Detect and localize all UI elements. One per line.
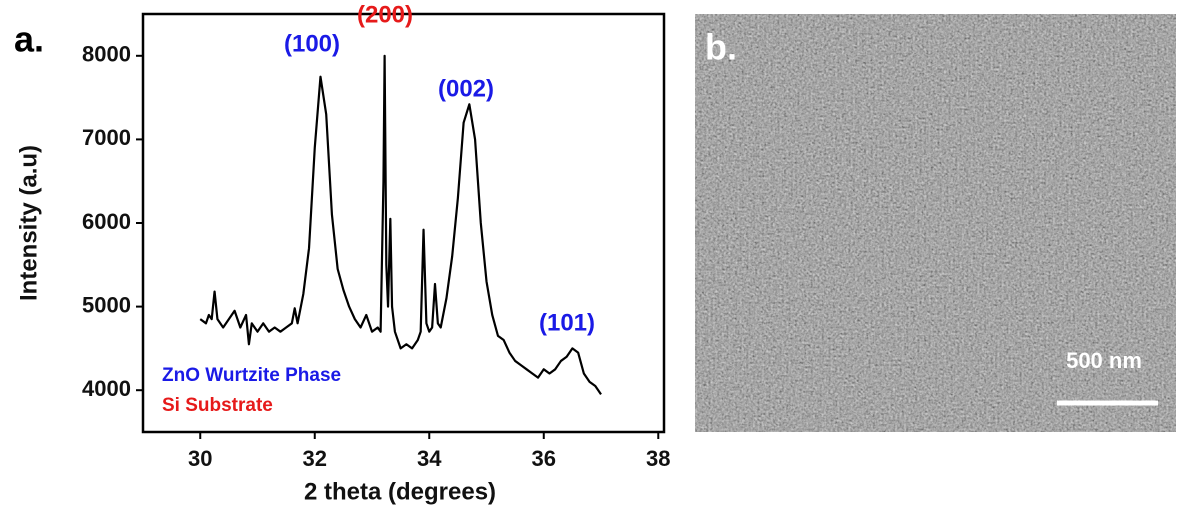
scale-bar-label: 500 nm bbox=[1066, 348, 1142, 373]
y-axis-label: Intensity (a.u) bbox=[15, 145, 42, 301]
y-tick-label: 6000 bbox=[82, 209, 131, 234]
x-tick-label: 32 bbox=[303, 446, 327, 471]
plot-frame bbox=[141, 12, 666, 434]
x-tick-label: 38 bbox=[646, 446, 670, 471]
panel-label: b. bbox=[705, 27, 737, 68]
x-tick-label: 34 bbox=[417, 446, 442, 471]
peak-label: (101) bbox=[539, 309, 595, 336]
x-tick-label: 36 bbox=[532, 446, 556, 471]
legend-entry: Si Substrate bbox=[162, 395, 273, 416]
xrd-line bbox=[199, 54, 602, 396]
peak-label: (002) bbox=[438, 75, 494, 102]
y-tick-label: 8000 bbox=[82, 42, 131, 67]
y-tick-label: 4000 bbox=[82, 376, 131, 401]
panel-label: a. bbox=[14, 19, 44, 60]
peak-label: (200) bbox=[357, 1, 413, 28]
y-tick-label: 5000 bbox=[82, 292, 131, 317]
y-tick-label: 7000 bbox=[82, 125, 131, 150]
sem-image bbox=[695, 14, 1176, 432]
legend-entry: ZnO Wurtzite Phase bbox=[162, 365, 341, 386]
x-axis-label: 2 theta (degrees) bbox=[304, 478, 496, 505]
peak-label: (100) bbox=[284, 30, 340, 57]
x-tick-label: 30 bbox=[188, 446, 212, 471]
